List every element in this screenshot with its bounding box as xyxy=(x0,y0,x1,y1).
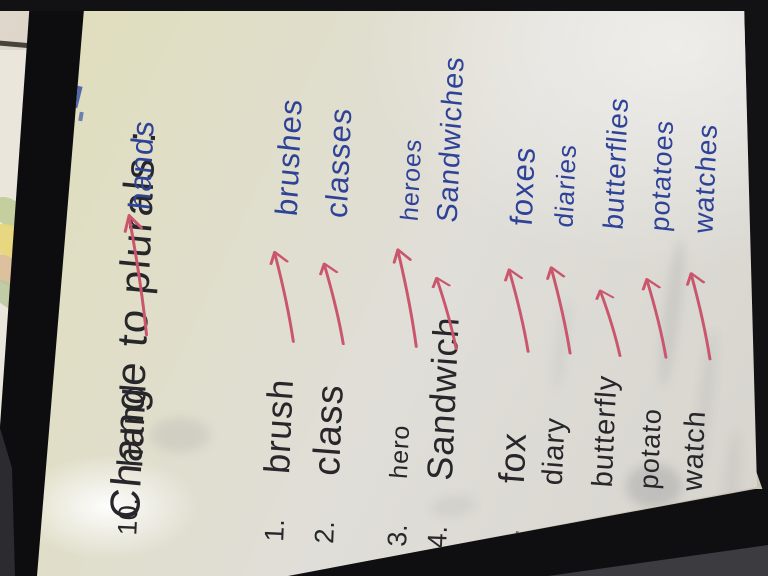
marker-stray-mark xyxy=(78,111,84,122)
board-content-rotated: Change to plurals : 1. brush brushes 2. … xyxy=(100,47,757,574)
singular-word: watch xyxy=(676,409,712,493)
plural-word: potatoes xyxy=(644,118,680,233)
arrow-right-icon xyxy=(636,275,673,360)
arrow-right-icon xyxy=(117,209,156,338)
arrow-right-icon xyxy=(590,287,627,358)
eraser-smudge xyxy=(626,464,682,508)
arrow-right-icon xyxy=(313,259,351,346)
arrow-right-icon xyxy=(498,265,536,354)
singular-word: class xyxy=(306,382,352,478)
arrow-right-icon xyxy=(263,247,301,344)
list-item: 2. class classes xyxy=(297,55,374,557)
list-item: 6. diary diaries xyxy=(523,64,600,566)
plural-word: foxes xyxy=(503,144,542,228)
singular-word: hero xyxy=(384,423,416,480)
arrow-right-icon xyxy=(386,244,424,349)
item-number: 2. xyxy=(309,520,341,545)
arrow-right-icon xyxy=(426,274,463,351)
singular-word: hand xyxy=(109,381,154,469)
list-item: 7. butterfly butterflies xyxy=(573,66,650,568)
list-item: 1. brush brushes xyxy=(247,53,324,555)
list-item: 4. Sandwich Sandwiches xyxy=(410,54,487,562)
list-item: 5. fox foxes xyxy=(481,63,558,565)
plural-word: hands xyxy=(122,118,161,212)
item-number: 1. xyxy=(259,518,291,543)
plural-word: brushes xyxy=(268,96,309,218)
list-item: 8. potato potatoes xyxy=(619,68,696,570)
plural-word: watches xyxy=(687,121,723,235)
list-item: 9. watch watches xyxy=(663,70,740,572)
item-number: 10. xyxy=(112,497,144,536)
list-item: 10. hand hands xyxy=(100,47,177,549)
plural-word: Sandwiches xyxy=(431,54,471,225)
singular-word: diary xyxy=(536,416,572,487)
singular-word: brush xyxy=(256,376,301,476)
eraser-smudge xyxy=(150,418,210,452)
plural-word: diaries xyxy=(548,142,583,229)
whiteboard-frame-top xyxy=(0,0,768,11)
singular-word: butterfly xyxy=(586,373,624,489)
plural-word: classes xyxy=(318,105,359,220)
list-item: 3. hero heroes xyxy=(370,58,447,560)
arrow-right-icon xyxy=(680,268,718,361)
arrow-right-icon xyxy=(540,263,578,356)
item-number: 4. xyxy=(422,525,453,549)
singular-word: potato xyxy=(633,406,668,491)
plural-word: butterflies xyxy=(597,95,635,232)
